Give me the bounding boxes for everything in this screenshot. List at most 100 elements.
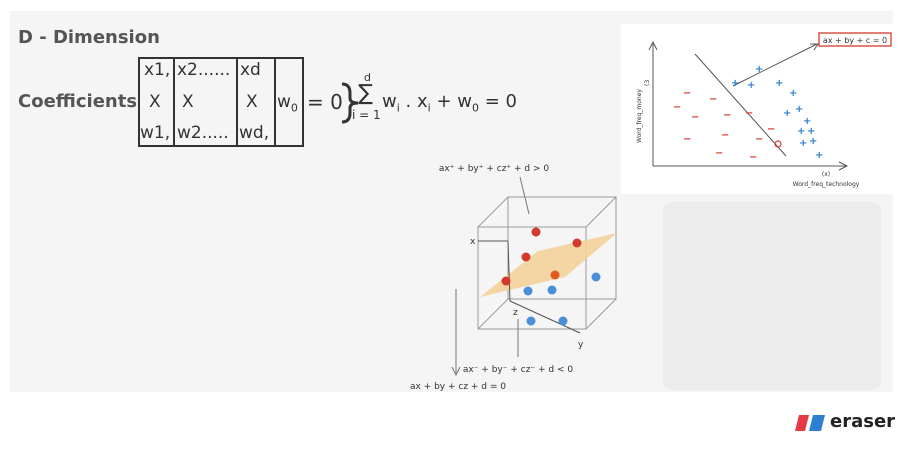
axis-z-label: z [513, 308, 518, 318]
plus-marker: + [789, 88, 797, 99]
empty-card [663, 202, 881, 390]
positive-region-equation: ax⁺ + by⁺ + cz⁺ + d > 0 [439, 164, 550, 174]
x-tick-label: (x) [822, 171, 830, 178]
data-point [521, 252, 531, 262]
plus-marker: + [797, 126, 805, 137]
x-axis-label: Word_freq_technology [793, 181, 860, 188]
equals-zero-result: = 0 [484, 91, 517, 112]
matrix-cell-x: X [246, 92, 258, 112]
minus-marker: − [683, 134, 691, 145]
data-point [591, 272, 601, 282]
decision-boundary-line [694, 53, 787, 157]
matrix-cell-x: X [149, 92, 161, 112]
y-axis-label: Word_freq_money [636, 89, 643, 143]
z-axis-3d [507, 240, 511, 302]
plus-marker: + [731, 78, 739, 89]
negative-region-equation: ax⁻ + by⁻ + cz⁻ + d < 0 [463, 365, 574, 375]
slide-title: D - Dimension [18, 27, 160, 48]
slide-canvas: D - Dimension Coefficients x1, X w1, x2.… [10, 11, 893, 392]
minus-marker: − [723, 110, 731, 121]
data-point [523, 286, 533, 296]
plus-marker: + [775, 78, 783, 89]
y-axis-arrow-icon [648, 40, 658, 51]
support-point [774, 140, 782, 148]
matrix-cell-w2: w2..... [177, 123, 229, 143]
matrix-divider [140, 59, 175, 145]
matrix-cell-x2: x2...... [177, 60, 231, 80]
data-point [531, 227, 541, 237]
plot-2d-panel: Word_freq_money (3 (x) Word_freq_technol… [621, 24, 893, 194]
sum-upper-limit: d [364, 71, 371, 84]
matrix-divider [236, 59, 276, 145]
matrix-cell-w0: w0 [277, 92, 298, 114]
boundary-equation-box [818, 32, 892, 47]
plus-marker: + [795, 104, 803, 115]
matrix-cell-xd: xd [240, 60, 261, 80]
minus-marker: − [721, 130, 729, 141]
axis-y-label: y [578, 340, 584, 350]
coefficient-matrix: x1, X w1, x2...... X w2..... xd X wd, w0 [138, 57, 304, 147]
cube-wireframe [477, 196, 617, 330]
minus-marker: − [691, 112, 699, 123]
y-axis-3d [509, 300, 581, 334]
annotation-arrow [732, 43, 818, 87]
coefficients-label: Coefficients [18, 91, 138, 112]
matrix-cell-wd: wd, [239, 123, 270, 143]
plane-equation: ax + by + cz + d = 0 [410, 382, 506, 391]
matrix-divider [173, 59, 238, 145]
i-subscript: i [396, 101, 400, 115]
dot-x: . x [405, 91, 428, 112]
plus-marker: + [807, 126, 815, 137]
arrow-head-icon [810, 43, 819, 51]
x-axis-arrow-icon [838, 161, 849, 171]
data-point [547, 285, 557, 295]
plus-marker: + [755, 64, 763, 75]
data-point [501, 276, 511, 286]
plus-marker: + [799, 138, 807, 149]
i-subscript: i [427, 101, 431, 115]
matrix-cell-x: X [182, 92, 194, 112]
y-tick-label: (3 [644, 80, 651, 86]
negative-class-points: −−−− − −− − −−− − [673, 88, 775, 163]
positive-class-points: ++ + +++ +++++++ [731, 64, 823, 161]
w-text: w [277, 92, 291, 112]
logo-text: eraser [830, 411, 896, 432]
w-subscript: 0 [290, 101, 298, 115]
axis-x-label: x [470, 237, 476, 247]
plot-2d: Word_freq_money (3 (x) Word_freq_technol… [636, 32, 892, 188]
eraser-logo-icon [795, 415, 825, 431]
minus-marker: − [749, 152, 757, 163]
data-point [526, 316, 536, 326]
data-point [558, 316, 568, 326]
minus-marker: − [755, 134, 763, 145]
plot-3d: ax⁺ + by⁺ + cz⁺ + d > 0 x z y ax⁻ + by⁻ … [410, 164, 617, 391]
plus-marker: + [803, 116, 811, 127]
minus-marker: − [745, 108, 753, 119]
plus-marker: + [815, 150, 823, 161]
matrix-cell-x1: x1, [144, 60, 171, 80]
separating-plane [480, 233, 617, 297]
arrow-head-icon [451, 366, 461, 377]
equals-zero: = 0 [307, 90, 343, 114]
minus-marker: − [715, 148, 723, 159]
sum-lower-limit: i = 1 [352, 108, 381, 122]
data-points-3d [501, 227, 601, 326]
minus-marker: − [767, 124, 775, 135]
pointer-line [519, 176, 530, 215]
data-point [572, 238, 582, 248]
plus-marker: + [747, 80, 755, 91]
sum-term: wi . xi + w0 = 0 [382, 91, 517, 115]
plus-marker: + [783, 108, 791, 119]
boundary-equation: ax + by + c = 0 [823, 36, 887, 45]
zero-subscript: 0 [471, 101, 479, 115]
minus-marker: − [683, 88, 691, 99]
w-i: w [382, 91, 397, 112]
plus-w: + w [436, 91, 472, 112]
data-point [550, 270, 560, 280]
plus-marker: + [809, 136, 817, 147]
sigma-icon: ∑ [358, 81, 373, 106]
minus-marker: − [673, 102, 681, 113]
minus-marker: − [709, 94, 717, 105]
matrix-cell-w1: w1, [140, 123, 171, 143]
curly-brace-icon [341, 82, 359, 124]
